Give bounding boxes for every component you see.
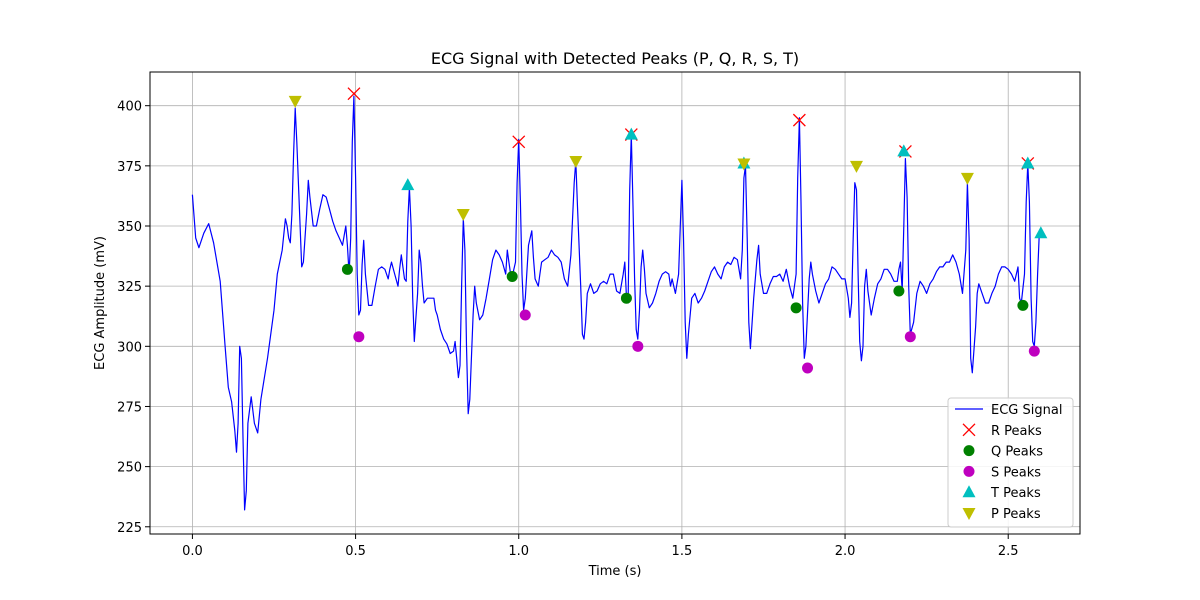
q-peak-marker <box>791 302 802 313</box>
x-tick-label: 1.0 <box>508 544 529 559</box>
chart-title: ECG Signal with Detected Peaks (P, Q, R,… <box>431 49 799 68</box>
y-axis-label: ECG Amplitude (mV) <box>93 236 108 370</box>
s-peak-marker <box>632 341 643 352</box>
q-peak-marker <box>507 271 518 282</box>
y-tick-label: 300 <box>117 340 142 355</box>
q-peak-marker <box>342 264 353 275</box>
legend-marker-swatch <box>964 445 975 456</box>
x-tick-label: 1.5 <box>672 544 693 559</box>
y-tick-label: 225 <box>117 521 142 536</box>
x-tick-label: 0.0 <box>182 544 203 559</box>
legend-label: S Peaks <box>991 465 1041 480</box>
legend-label: T Peaks <box>990 486 1041 501</box>
legend-label: Q Peaks <box>991 445 1043 460</box>
s-peak-marker <box>1029 346 1040 357</box>
legend: ECG Signal R Peaks Q Peaks S Peaks T Peaks P … <box>948 398 1073 527</box>
x-tick-label: 2.0 <box>835 544 856 559</box>
s-peak-marker <box>802 362 813 373</box>
y-tick-label: 275 <box>117 400 142 415</box>
x-tick-label: 0.5 <box>345 544 366 559</box>
legend-label: R Peaks <box>991 424 1042 439</box>
y-tick-label: 325 <box>117 280 142 295</box>
x-axis-label: Time (s) <box>588 564 642 579</box>
q-peak-marker <box>893 285 904 296</box>
s-peak-marker <box>353 331 364 342</box>
q-peak-marker <box>621 293 632 304</box>
q-peak-marker <box>1017 300 1028 311</box>
y-tick-label: 250 <box>117 461 142 476</box>
s-peak-marker <box>520 310 531 321</box>
y-tick-label: 375 <box>117 160 142 175</box>
y-tick-label: 350 <box>117 220 142 235</box>
legend-label: ECG Signal <box>991 403 1062 418</box>
y-tick-label: 400 <box>117 100 142 115</box>
x-tick-label: 2.5 <box>998 544 1019 559</box>
legend-marker-swatch <box>964 466 975 477</box>
legend-label: P Peaks <box>991 507 1041 522</box>
s-peak-marker <box>905 331 916 342</box>
